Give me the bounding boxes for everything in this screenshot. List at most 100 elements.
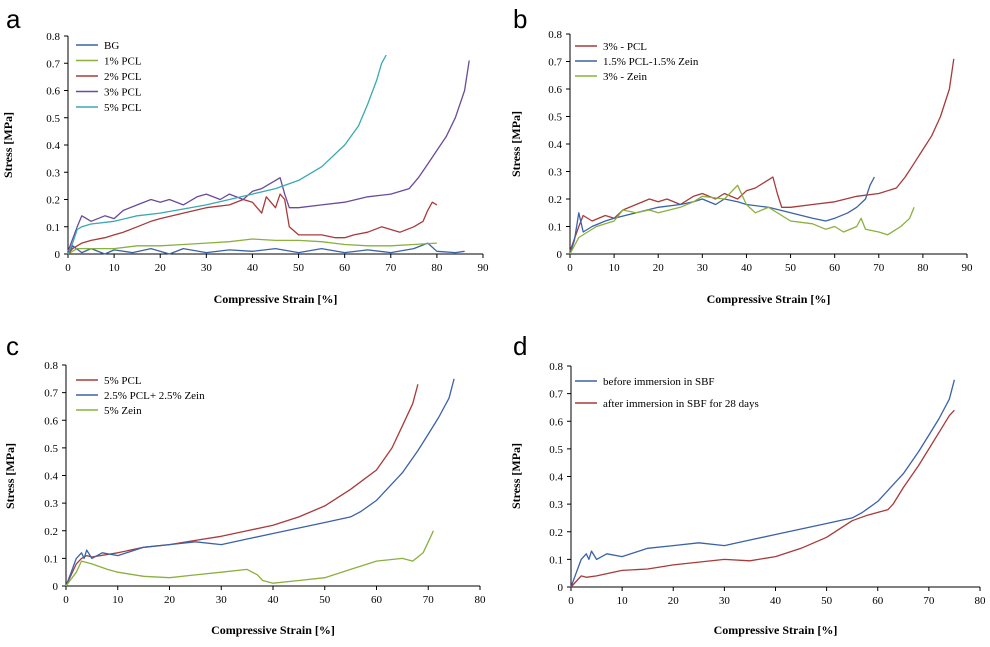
series-line-3 bbox=[65, 530, 434, 587]
chart-panel-a: a 0 0.1 0.2 0.3 0.4 0.5 0.6 0.7 0.8 0 10 20 30 40 50 60… bbox=[0, 0, 495, 321]
chart-c: 0 0.1 0.2 0.3 0.4 0.5 0.6 0.7 0.8 0 10 20 30 40 50 60 70… bbox=[3, 360, 486, 637]
y-tick-label: 0.8 bbox=[46, 31, 60, 43]
x-tick-label: 70 bbox=[385, 262, 397, 274]
y-axis-label: Stress [MPa] bbox=[1, 112, 15, 178]
x-tick-label: 70 bbox=[873, 262, 885, 274]
y-tick-label: 0.8 bbox=[549, 361, 563, 373]
legend-label-4: 3% PCL bbox=[104, 87, 142, 99]
panel-letter-d: d bbox=[513, 331, 528, 361]
x-tick-label: 60 bbox=[872, 595, 884, 607]
y-tick-label: 0 bbox=[557, 249, 563, 261]
x-tick-label: 0 bbox=[65, 262, 71, 274]
panel-letter-c: c bbox=[6, 331, 19, 361]
x-axis-label: Compressive Strain [%] bbox=[214, 292, 338, 306]
x-tick-label: 60 bbox=[339, 262, 351, 274]
x-tick-label: 90 bbox=[478, 262, 490, 274]
legend-label-3: 2% PCL bbox=[104, 71, 142, 83]
series-line-3 bbox=[569, 184, 915, 255]
y-tick-label: 0.4 bbox=[549, 472, 563, 484]
x-tick-label: 20 bbox=[164, 594, 176, 606]
x-tick-label: 80 bbox=[917, 262, 929, 274]
legend-label-2: 1.5% PCL-1.5% Zein bbox=[603, 56, 699, 68]
chart-b: 0 0.1 0.2 0.3 0.4 0.5 0.6 0.7 0.8 0 10 20 30 40 50 60 70… bbox=[509, 29, 974, 306]
y-tick-label: 0.2 bbox=[548, 194, 562, 206]
series-line-1 bbox=[570, 379, 956, 588]
y-tick-label: 0 bbox=[558, 582, 564, 594]
x-axis-label: Compressive Strain [%] bbox=[714, 623, 838, 637]
y-tick-label: 0.1 bbox=[549, 554, 563, 566]
y-tick-label: 0.5 bbox=[548, 112, 562, 124]
y-tick-label: 0.6 bbox=[549, 416, 563, 428]
y-tick-label: 0.1 bbox=[46, 222, 60, 234]
legend-label-3: 3% - Zein bbox=[603, 71, 647, 83]
x-tick-label: 30 bbox=[216, 594, 228, 606]
legend-label-1: 5% PCL bbox=[104, 375, 142, 387]
y-tick-label: 0.5 bbox=[44, 443, 58, 455]
legend-label-2: 1% PCL bbox=[104, 56, 142, 68]
y-tick-label: 0.4 bbox=[44, 471, 58, 483]
series-line-5 bbox=[67, 54, 387, 255]
y-tick-label: 0.6 bbox=[548, 84, 562, 96]
legend-label-1: BG bbox=[104, 40, 119, 52]
legend-label-2: 2.5% PCL+ 2.5% Zein bbox=[104, 390, 205, 402]
legend-label-1: 3% - PCL bbox=[603, 41, 647, 53]
legend-label-3: 5% Zein bbox=[104, 405, 142, 417]
x-tick-label: 60 bbox=[829, 262, 841, 274]
y-tick-label: 0.5 bbox=[46, 113, 60, 125]
x-tick-label: 50 bbox=[293, 262, 305, 274]
x-tick-label: 0 bbox=[63, 594, 69, 606]
x-tick-label: 80 bbox=[975, 595, 987, 607]
x-tick-label: 40 bbox=[247, 262, 259, 274]
x-axis-label: Compressive Strain [%] bbox=[707, 292, 831, 306]
y-tick-label: 0.7 bbox=[548, 57, 562, 69]
series-line-2 bbox=[67, 238, 437, 255]
x-tick-label: 70 bbox=[923, 595, 935, 607]
series-line-2 bbox=[65, 378, 455, 587]
y-tick-label: 0.5 bbox=[549, 444, 563, 456]
y-axis-label: Stress [MPa] bbox=[3, 443, 17, 509]
x-tick-label: 40 bbox=[770, 595, 782, 607]
x-axis-label: Compressive Strain [%] bbox=[211, 623, 335, 637]
series-line-1 bbox=[67, 242, 465, 255]
y-tick-label: 0 bbox=[55, 249, 61, 261]
y-tick-label: 0.6 bbox=[46, 86, 60, 98]
x-tick-label: 30 bbox=[719, 595, 731, 607]
x-tick-label: 10 bbox=[609, 262, 621, 274]
y-tick-label: 0.7 bbox=[46, 58, 60, 70]
x-tick-label: 40 bbox=[268, 594, 280, 606]
x-tick-label: 20 bbox=[155, 262, 167, 274]
panel-letter-a: a bbox=[6, 4, 21, 34]
y-tick-label: 0.1 bbox=[548, 222, 562, 234]
x-tick-label: 50 bbox=[821, 595, 833, 607]
series-line-4 bbox=[67, 60, 470, 252]
y-tick-label: 0.1 bbox=[44, 553, 58, 565]
chart-panel-b: b 0 0.1 0.2 0.3 0.4 0.5 0.6 0.7 0.8 0 10 20 30 40 50 60… bbox=[495, 0, 990, 321]
x-tick-label: 30 bbox=[201, 262, 213, 274]
series-line-2 bbox=[570, 409, 955, 588]
y-tick-label: 0.8 bbox=[548, 29, 562, 41]
y-tick-label: 0.7 bbox=[44, 388, 58, 400]
x-tick-label: 0 bbox=[568, 595, 574, 607]
y-tick-label: 0.3 bbox=[549, 499, 563, 511]
y-tick-label: 0.6 bbox=[44, 415, 58, 427]
y-tick-label: 0.4 bbox=[548, 139, 562, 151]
x-tick-label: 80 bbox=[431, 262, 443, 274]
y-tick-label: 0.2 bbox=[549, 527, 563, 539]
y-tick-label: 0.2 bbox=[46, 195, 60, 207]
y-tick-label: 0.3 bbox=[548, 167, 562, 179]
y-tick-label: 0.7 bbox=[549, 389, 563, 401]
chart-a: 0 0.1 0.2 0.3 0.4 0.5 0.6 0.7 0.8 0 10 20 30 40 50 60 70… bbox=[1, 31, 490, 306]
y-tick-label: 0.8 bbox=[44, 360, 58, 372]
legend-label-5: 5% PCL bbox=[104, 102, 142, 114]
x-tick-label: 30 bbox=[697, 262, 709, 274]
legend-label-2: after immersion in SBF for 28 days bbox=[603, 398, 759, 410]
x-tick-label: 20 bbox=[668, 595, 680, 607]
y-axis-label: Stress [MPa] bbox=[509, 443, 523, 509]
chart-panel-d: d 0 0.1 0.2 0.3 0.4 0.5 0.6 0.7 0.8 0 10 20 30 40 50 60… bbox=[495, 321, 990, 642]
y-tick-label: 0.4 bbox=[46, 140, 60, 152]
series-line-2 bbox=[569, 176, 875, 255]
x-tick-label: 20 bbox=[653, 262, 665, 274]
x-tick-label: 90 bbox=[962, 262, 974, 274]
y-tick-label: 0.2 bbox=[44, 526, 58, 538]
y-tick-label: 0.3 bbox=[44, 498, 58, 510]
